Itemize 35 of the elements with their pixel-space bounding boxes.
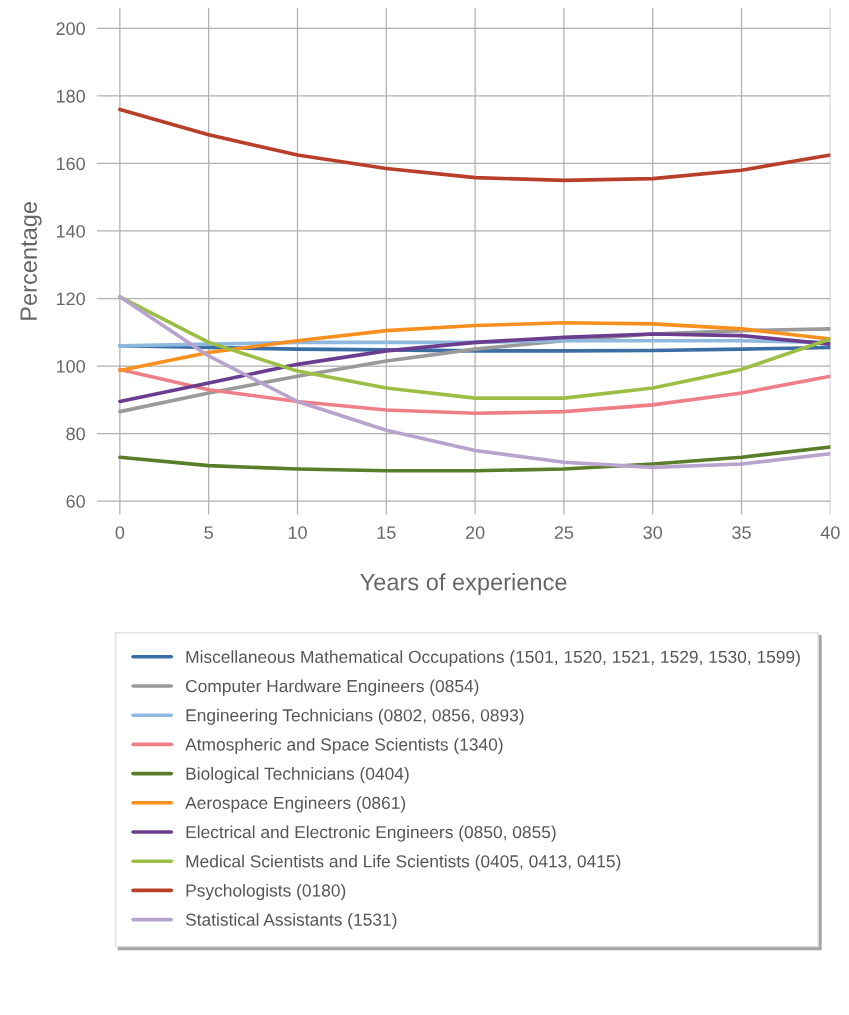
- x-axis-title: Years of experience: [360, 573, 567, 596]
- x-tick-label: 10: [288, 526, 307, 539]
- y-tick-label: 100: [56, 359, 85, 373]
- x-tick-label: 30: [643, 526, 663, 539]
- x-tick-label: 25: [554, 526, 574, 539]
- y-tick-label: 120: [56, 292, 85, 306]
- line-series: [118, 445, 831, 473]
- x-tick-label: 0: [115, 526, 125, 539]
- line-series: [118, 332, 831, 404]
- legend-label: Computer Hardware Engineers (0854): [186, 679, 479, 696]
- x-tick-label: 35: [732, 526, 751, 539]
- y-tick-label: 140: [56, 224, 85, 238]
- legend-label: Biological Technicians (0404): [186, 767, 409, 784]
- y-tick-label: 80: [66, 427, 85, 441]
- x-tick-label: 40: [820, 526, 840, 539]
- y-tick-label: 180: [56, 89, 85, 103]
- legend-label: Engineering Technicians (0802, 0856, 0893): [186, 708, 524, 725]
- legend-label: Psychologists (0180): [186, 883, 346, 901]
- line-series: [118, 295, 831, 470]
- line-series: [118, 321, 831, 373]
- y-tick-label: 160: [56, 157, 85, 171]
- legend-label: Statistical Assistants (1531): [185, 913, 397, 930]
- y-axis-title: Percentage: [20, 202, 42, 320]
- x-tick-label: 20: [465, 526, 485, 539]
- legend-label: Atmospheric and Space Scientists (1340): [185, 737, 503, 755]
- y-tick-label: 200: [56, 22, 85, 36]
- legend-label: Aerospace Engineers (0861): [185, 796, 406, 813]
- line-series: [118, 367, 831, 416]
- x-tick-label: 5: [204, 526, 213, 539]
- legend-label: Electrical and Electronic Engineers (0850, 0855): [186, 825, 556, 842]
- legend-label: Medical Scientists and Life Scientists (0405, 0413, 0415): [186, 854, 621, 871]
- line-series: [118, 107, 831, 183]
- y-tick-label: 60: [66, 495, 85, 508]
- legend-label: Miscellaneous Mathematical Occupations (1501, 1520, 1521, 1529, 1530, 1599): [186, 650, 800, 667]
- x-tick-label: 15: [377, 526, 396, 539]
